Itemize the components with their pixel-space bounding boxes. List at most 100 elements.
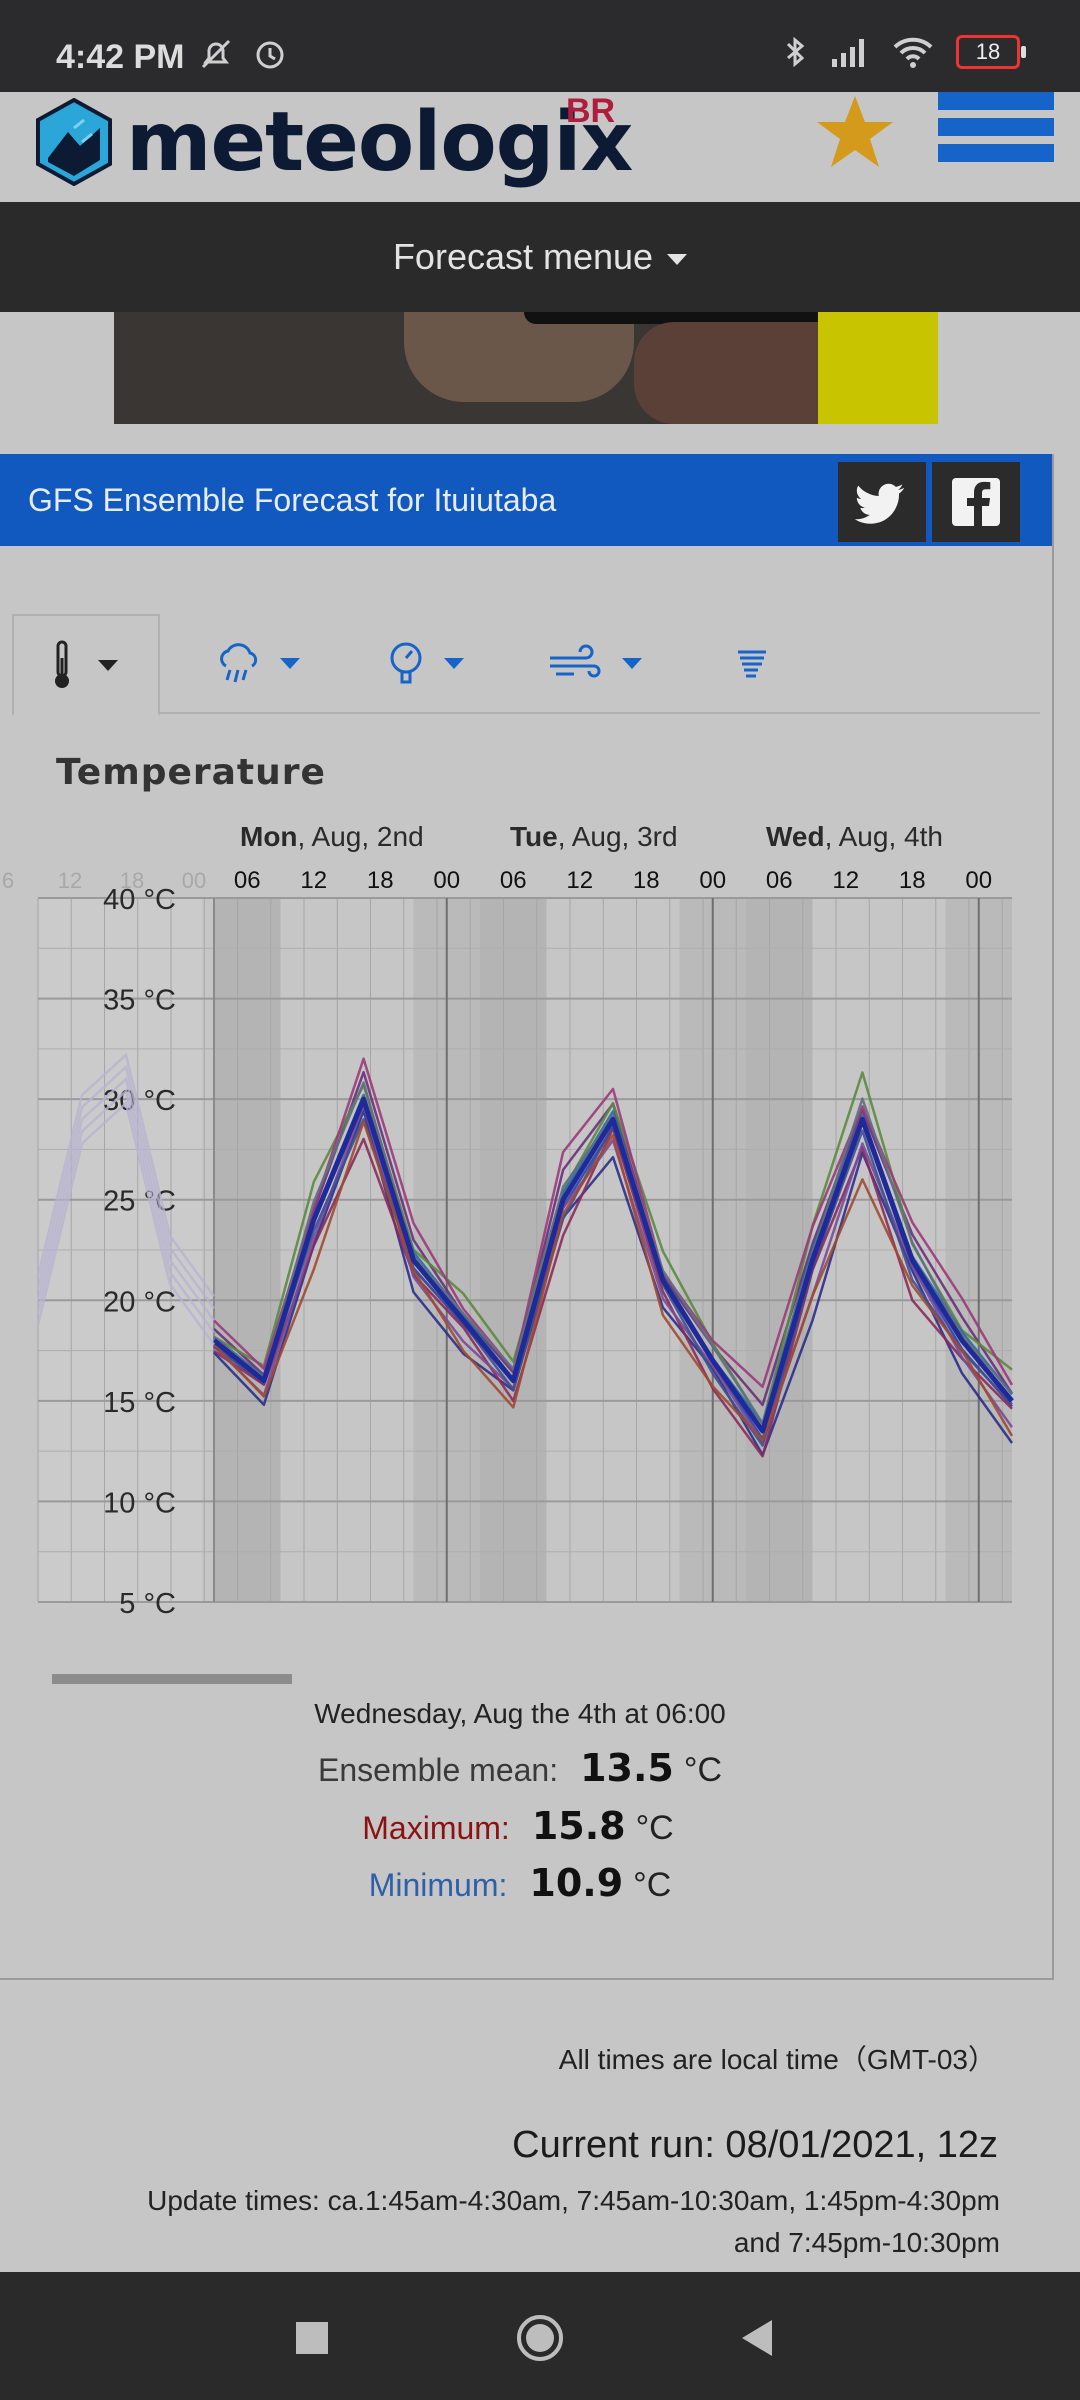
update-times-line: and 7:45pm-10:30pm xyxy=(733,2227,1000,2258)
facebook-share-button[interactable] xyxy=(932,462,1020,542)
unit-label: °C xyxy=(683,1751,723,1789)
tab-precipitation[interactable] xyxy=(202,614,322,712)
chevron-down-icon xyxy=(280,658,300,669)
x-tick-label: 06 xyxy=(500,867,527,894)
tab-wind[interactable] xyxy=(542,614,672,712)
recent-apps-button[interactable] xyxy=(292,2318,332,2358)
maximum-row: Maximum: 15.8 °C xyxy=(0,1804,1038,1848)
minimum-row: Minimum: 10.9 °C xyxy=(0,1861,1040,1905)
home-button[interactable] xyxy=(514,2312,566,2364)
section-title: Temperature xyxy=(56,752,326,793)
unit-label: °C xyxy=(635,1809,674,1847)
day-label: Tue, Aug, 3rd xyxy=(510,821,678,852)
alarm-icon xyxy=(256,41,284,69)
site-header: meteologix BR xyxy=(0,92,1080,202)
y-tick-label: 5 °C xyxy=(119,1588,176,1620)
tab-storm[interactable] xyxy=(720,614,800,712)
mute-icon xyxy=(201,39,231,69)
past-member-line xyxy=(36,1088,216,1334)
ensemble-mean-row: Ensemble mean: 13.5 °C xyxy=(0,1746,1040,1790)
maximum-label: Maximum: xyxy=(362,1810,510,1846)
forecast-menu-label: Forecast menue xyxy=(392,236,654,277)
past-member-line xyxy=(36,1064,216,1310)
y-tick-label: 35 °C xyxy=(103,985,176,1017)
ensemble-mean-value: 13.5 xyxy=(580,1746,674,1790)
minimum-value: 10.9 xyxy=(529,1861,624,1905)
time-slider[interactable] xyxy=(52,1674,292,1684)
rain-icon xyxy=(220,643,258,683)
thermometer-icon xyxy=(55,640,69,688)
update-times: Update times: ca.1:45am-4:30am, 7:45am-1… xyxy=(0,2180,1000,2264)
system-nav-bar xyxy=(0,2272,1080,2400)
x-tick-label: 00 xyxy=(433,867,460,894)
logo-suffix: BR xyxy=(566,92,616,130)
chevron-down-icon xyxy=(622,658,642,669)
day-label: Mon, Aug, 2nd xyxy=(240,821,424,852)
x-tick-label: 06 xyxy=(234,867,261,894)
back-button[interactable] xyxy=(736,2316,778,2360)
past-member-line xyxy=(36,1076,216,1322)
y-tick-label: 20 °C xyxy=(103,1286,176,1318)
ensemble-mean-label: Ensemble mean: xyxy=(317,1752,559,1788)
x-tick-label: 12 xyxy=(300,867,327,894)
logo-text: meteologix xyxy=(126,94,633,190)
tab-pressure[interactable] xyxy=(376,614,496,712)
star-icon[interactable] xyxy=(815,92,895,172)
x-tick-label: 12 xyxy=(832,867,859,894)
x-tick-label-faded: 12 xyxy=(58,868,82,893)
chevron-down-icon xyxy=(98,660,118,671)
past-member-line xyxy=(36,1100,216,1346)
ensemble-member-line xyxy=(213,1120,1014,1442)
day-label: Wed, Aug, 4th xyxy=(766,821,943,852)
signal-icon xyxy=(832,39,864,67)
twitter-icon xyxy=(854,483,904,524)
hamburger-bar xyxy=(938,144,1054,162)
x-tick-label: 18 xyxy=(899,867,926,894)
bluetooth-icon xyxy=(786,36,805,68)
advertisement-banner[interactable] xyxy=(114,312,938,424)
storm-icon xyxy=(738,650,766,678)
y-tick-label: 15 °C xyxy=(103,1387,176,1419)
x-tick-label: 00 xyxy=(965,867,992,894)
y-tick-label: 10 °C xyxy=(103,1487,176,1519)
x-tick-label-faded: 00 xyxy=(182,868,206,893)
local-time-note: All times are local time（GMT-03） xyxy=(558,2044,996,2075)
tab-temperature[interactable] xyxy=(12,614,160,716)
parameter-tabs xyxy=(12,614,1040,716)
wifi-icon xyxy=(893,37,933,68)
clock: 4:42 PM xyxy=(56,38,185,76)
current-run: Current run: 08/01/2021, 12z xyxy=(512,2124,998,2166)
hamburger-menu-button[interactable] xyxy=(938,92,1054,172)
site-logo[interactable]: meteologix xyxy=(34,92,633,192)
minimum-label: Minimum: xyxy=(368,1867,508,1903)
logo-mark-icon xyxy=(36,98,112,186)
forecast-title-bar: GFS Ensemble Forecast for Ituiutaba xyxy=(0,454,1052,546)
chevron-down-icon xyxy=(667,253,688,265)
y-tick-label: 40 °C xyxy=(103,884,176,916)
x-tick-label: 12 xyxy=(566,867,593,894)
ensemble-member-line xyxy=(213,1071,1013,1426)
x-tick-label: 18 xyxy=(367,867,394,894)
unit-label: °C xyxy=(633,1866,672,1904)
maximum-value: 15.8 xyxy=(531,1804,626,1848)
ensemble-mean-line xyxy=(212,1096,1014,1434)
x-tick-label: 06 xyxy=(766,867,793,894)
temperature-chart[interactable]: 40 °C35 °C30 °C25 °C20 °C15 °C10 °C5 °C0… xyxy=(0,810,1040,1630)
twitter-share-button[interactable] xyxy=(838,462,926,542)
readout-date: Wednesday, Aug the 4th at 06:00 xyxy=(314,1698,726,1729)
x-tick-label: 00 xyxy=(699,867,726,894)
ensemble-member-line xyxy=(213,1081,1013,1425)
hamburger-bar xyxy=(938,118,1054,136)
status-bar: 4:42 PM 18 xyxy=(0,0,1080,92)
battery-icon: 18 xyxy=(956,35,1026,69)
pressure-icon xyxy=(390,642,422,684)
past-member-line xyxy=(36,1052,216,1297)
chevron-down-icon xyxy=(444,658,464,669)
hamburger-bar xyxy=(938,92,1054,110)
update-times-line: Update times: ca.1:45am-4:30am, 7:45am-1… xyxy=(147,2185,1000,2216)
forecast-card xyxy=(0,454,1054,1980)
forecast-title: GFS Ensemble Forecast for Ituiutaba xyxy=(28,482,557,518)
x-tick-label-faded: 6 xyxy=(2,868,14,893)
x-tick-label: 18 xyxy=(633,867,660,894)
forecast-menu-dropdown[interactable]: Forecast menue xyxy=(0,202,1080,312)
